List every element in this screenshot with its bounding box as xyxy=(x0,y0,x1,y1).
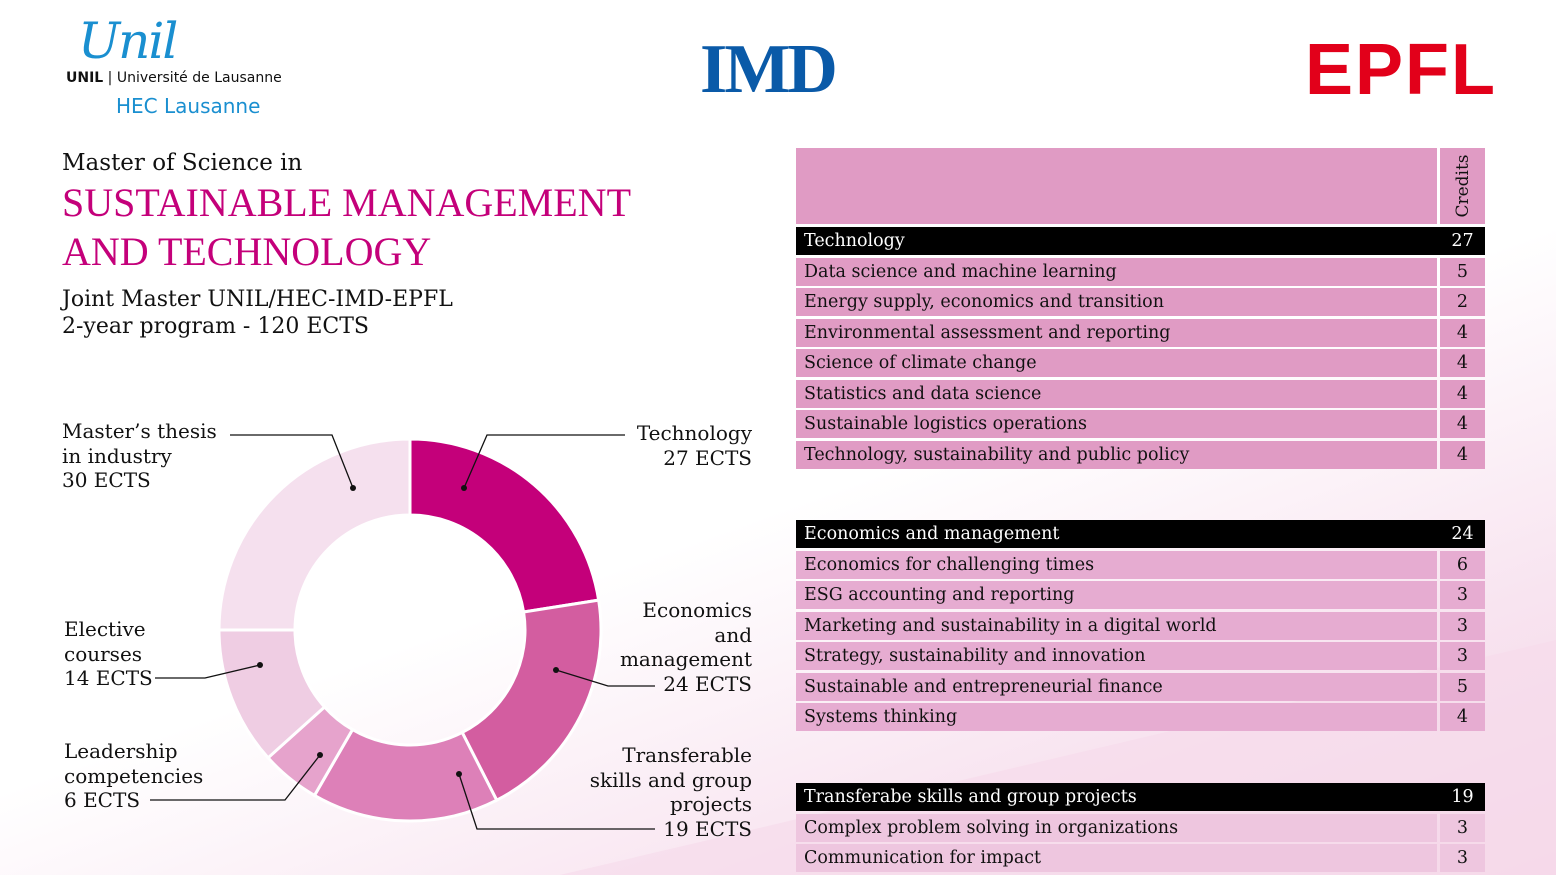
course-name: Environmental assessment and reporting xyxy=(796,318,1437,347)
hec-logo: HEC Lausanne xyxy=(116,94,261,118)
course-row: Complex problem solving in organizations… xyxy=(796,813,1485,842)
course-credits: 4 xyxy=(1440,379,1485,408)
course-credits: 4 xyxy=(1440,318,1485,347)
leader-line-0 xyxy=(463,434,625,489)
course-name: Communication for impact xyxy=(796,844,1437,872)
program-pre-title: Master of Science in xyxy=(62,150,303,176)
course-credits: 4 xyxy=(1440,349,1485,377)
leader-dot-5 xyxy=(350,485,356,491)
course-credits: 3 xyxy=(1440,581,1485,609)
leader-dot-2 xyxy=(456,771,462,777)
donut-slice-5 xyxy=(217,437,412,632)
label-transferable: Transferable skills and group projects 19 E… xyxy=(589,743,752,841)
course-row: Science of climate change 4 xyxy=(796,349,1485,377)
course-name: ESG accounting and reporting xyxy=(796,581,1437,609)
leader-dot-1 xyxy=(553,667,559,673)
epfl-logo: EPFL xyxy=(1305,30,1498,110)
course-row: Statistics and data science 4 xyxy=(796,379,1485,408)
label-thesis: Master’s thesis in industry 30 ECTS xyxy=(62,419,217,492)
course-row: Marketing and sustainability in a digita… xyxy=(796,611,1485,640)
course-row: Energy supply, economics and transition 2 xyxy=(796,288,1485,316)
label-economics: Economics and management 24 ECTS xyxy=(619,598,752,696)
leader-dot-0 xyxy=(461,485,467,491)
imd-logo: IMD xyxy=(700,31,838,108)
course-name: Complex problem solving in organizations xyxy=(796,813,1437,842)
course-name: Science of climate change xyxy=(796,349,1437,377)
course-row: Environmental assessment and reporting 4 xyxy=(796,318,1485,347)
course-name: Economics for challenging times xyxy=(796,550,1437,579)
course-name: Statistics and data science xyxy=(796,379,1437,408)
leader-line-2 xyxy=(458,773,655,830)
section-header-row: Economics and management 24 xyxy=(796,520,1485,548)
credits-table-header: Credits xyxy=(796,148,1485,227)
course-name: Sustainable and entrepreneurial finance xyxy=(796,672,1437,701)
label-elective: Elective courses 14 ECTS xyxy=(64,617,153,690)
course-row: Communication for impact 3 xyxy=(796,844,1485,872)
leader-line-3 xyxy=(150,754,321,801)
table-section-economics: Economics and management 24 Economics for … xyxy=(796,520,1485,734)
course-row: Technology, sustainability and public po… xyxy=(796,440,1485,469)
course-name: Strategy, sustainability and innovation xyxy=(796,642,1437,670)
label-technology: Technology 27 ECTS xyxy=(636,421,752,470)
course-credits: 4 xyxy=(1440,410,1485,438)
course-name: Technology, sustainability and public po… xyxy=(796,440,1437,469)
program-title: SUSTAINABLE MANAGEMENT AND TECHNOLOGY xyxy=(62,180,632,274)
unil-logo-text: UNIL | Université de Lausanne xyxy=(66,70,282,86)
course-name: Energy supply, economics and transition xyxy=(796,288,1437,316)
unil-logo: Unil xyxy=(78,12,178,70)
leader-line-1 xyxy=(555,669,655,687)
course-row: ESG accounting and reporting 3 xyxy=(796,581,1485,609)
course-row: Strategy, sustainability and innovation 3 xyxy=(796,642,1485,670)
course-row: Sustainable logistics operations 4 xyxy=(796,410,1485,438)
table-section-transferable: Transferabe skills and group projects 19 C… xyxy=(796,783,1485,875)
course-credits: 4 xyxy=(1440,703,1485,731)
credits-column-header: Credits xyxy=(1452,154,1473,218)
course-row: Economics for challenging times 6 xyxy=(796,550,1485,579)
course-row: Data science and machine learning 5 xyxy=(796,257,1485,286)
course-row: Systems thinking 4 xyxy=(796,703,1485,731)
course-credits: 3 xyxy=(1440,642,1485,670)
course-credits: 3 xyxy=(1440,844,1485,872)
course-credits: 5 xyxy=(1440,672,1485,701)
course-name: Marketing and sustainability in a digita… xyxy=(796,611,1437,640)
course-name: Sustainable logistics operations xyxy=(796,410,1437,438)
course-credits: 5 xyxy=(1440,257,1485,286)
section-header-row: Technology 27 xyxy=(796,227,1485,255)
label-leadership: Leadership competencies 6 ECTS xyxy=(64,739,204,812)
course-credits: 2 xyxy=(1440,288,1485,316)
course-credits: 3 xyxy=(1440,611,1485,640)
section-header-row: Transferabe skills and group projects 19 xyxy=(796,783,1485,811)
leader-line-4 xyxy=(155,664,261,679)
program-subtitle: Joint Master UNIL/HEC-IMD-EPFL 2-year pro… xyxy=(62,287,453,339)
course-credits: 4 xyxy=(1440,440,1485,469)
donut-slice-0 xyxy=(408,437,601,614)
course-row: Sustainable and entrepreneurial finance 5 xyxy=(796,672,1485,701)
course-credits: 6 xyxy=(1440,550,1485,579)
leader-dot-4 xyxy=(257,662,263,668)
credits-donut-chart xyxy=(150,434,655,830)
course-name: Data science and machine learning xyxy=(796,257,1437,286)
course-credits: 3 xyxy=(1440,813,1485,842)
course-name: Systems thinking xyxy=(796,703,1437,731)
leader-dot-3 xyxy=(317,752,323,758)
table-section-technology: Technology 27 Data science and machine lea… xyxy=(796,227,1485,471)
leader-line-5 xyxy=(230,434,354,489)
